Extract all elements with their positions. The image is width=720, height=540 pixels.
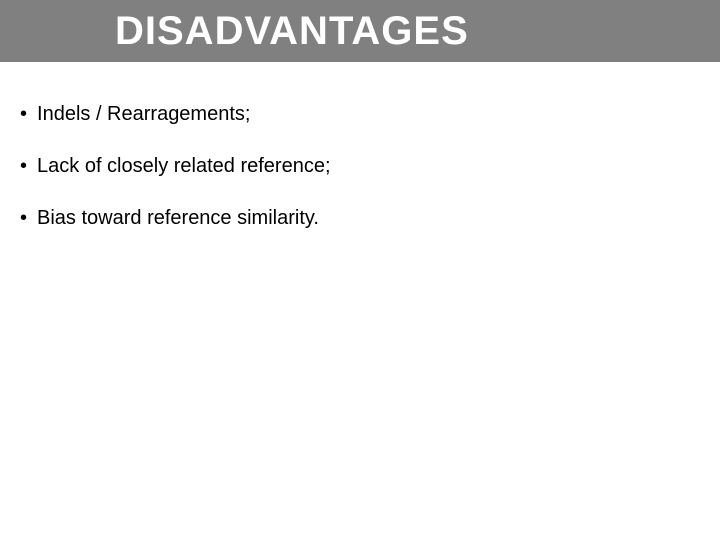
list-item: • Bias toward reference similarity. xyxy=(20,206,720,230)
bullet-icon: • xyxy=(20,154,27,178)
bullet-text: Indels / Rearragements; xyxy=(37,102,250,126)
list-item: • Lack of closely related reference; xyxy=(20,154,720,178)
content-area: • Indels / Rearragements; • Lack of clos… xyxy=(0,62,720,230)
bullet-icon: • xyxy=(20,206,27,230)
bullet-icon: • xyxy=(20,102,27,126)
bullet-text: Bias toward reference similarity. xyxy=(37,206,319,230)
header-title: DISADVANTAGES xyxy=(115,9,469,54)
bullet-text: Lack of closely related reference; xyxy=(37,154,331,178)
list-item: • Indels / Rearragements; xyxy=(20,102,720,126)
header-bar: DISADVANTAGES xyxy=(0,0,720,62)
